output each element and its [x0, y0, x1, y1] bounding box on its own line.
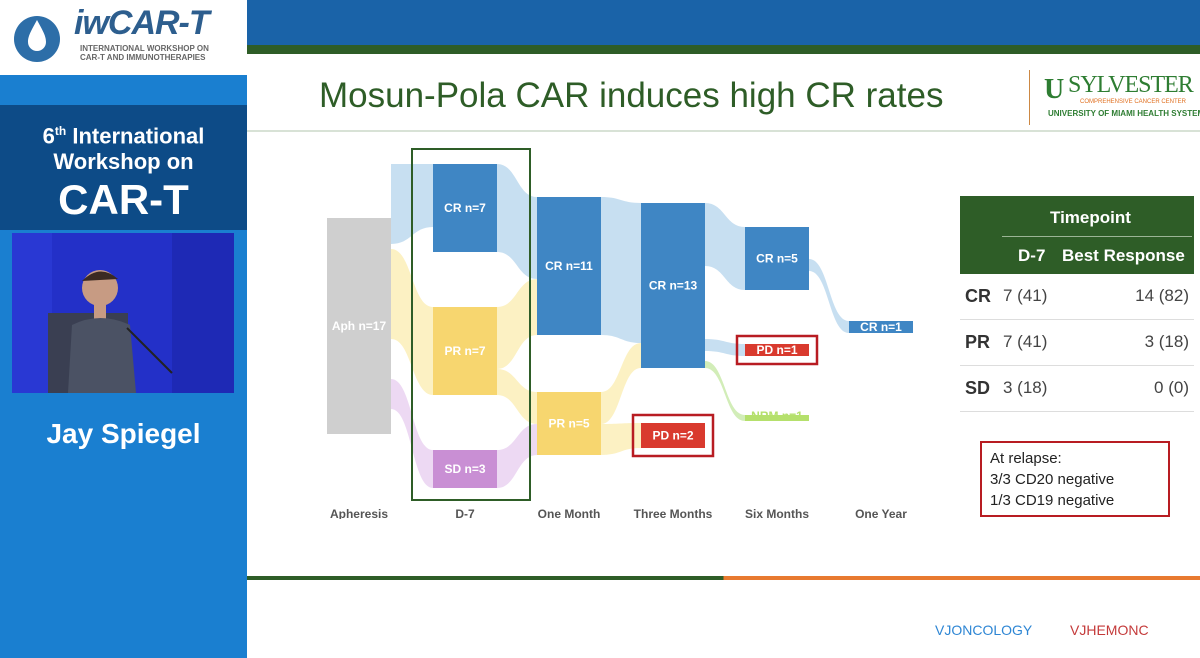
cell-best: 3 (18): [1144, 332, 1189, 351]
event-sidebar: iwCAR-T INTERNATIONAL WORKSHOP ON CAR-T …: [0, 0, 247, 658]
cell-d7: 7 (41): [1003, 286, 1048, 305]
cell-d7: 3 (18): [1003, 378, 1048, 397]
relapse-line: 1/3 CD19 negative: [990, 492, 1115, 509]
sankey-node: [433, 164, 497, 252]
node-label: CR n=1: [860, 320, 902, 334]
relapse-line: At relapse:: [990, 450, 1062, 467]
sankey-node: [433, 450, 497, 488]
sankey-flow: [497, 164, 537, 279]
header-divider: [1002, 236, 1192, 237]
institution-logo: U SYLVESTER COMPREHENSIVE CANCER CENTER …: [1029, 70, 1200, 125]
sankey-node: [641, 203, 705, 368]
sankey-flow: [705, 203, 745, 290]
header-d7: D-7: [1018, 246, 1046, 265]
institution-subtitle: COMPREHENSIVE CANCER CENTER: [1080, 99, 1187, 105]
university-u-icon: U: [1044, 74, 1065, 105]
d7-highlight-frame: [411, 148, 531, 501]
logo-text: iwCAR-T: [74, 4, 210, 42]
relapse-note: At relapse: 3/3 CD20 negative 1/3 CD19 n…: [980, 441, 1170, 517]
timepoint-label: One Month: [538, 507, 601, 519]
node-label: CR n=5: [756, 252, 798, 266]
sankey-flow: [497, 279, 537, 369]
vjhemonc-logo: VJHEMONC: [1070, 622, 1149, 638]
institution-university: UNIVERSITY OF MIAMI HEALTH SYSTEM: [1048, 109, 1200, 118]
sankey-flow: [601, 343, 641, 424]
timepoint-label: Apheresis: [330, 507, 388, 519]
node-label: NRM n=1: [751, 409, 803, 423]
pd-highlight-box: [735, 334, 819, 366]
timepoint-label: D-7: [455, 507, 475, 519]
institution-name: SYLVESTER: [1068, 72, 1194, 98]
table-row: SD 3 (18) 0 (0): [960, 366, 1194, 412]
timepoint-label: One Year: [855, 507, 907, 519]
header-best-response: Best Response: [1062, 246, 1185, 265]
workshop-banner: [0, 105, 247, 230]
sankey-node: [537, 392, 601, 455]
event-logo: iwCAR-T INTERNATIONAL WORKSHOP ON CAR-T …: [0, 0, 247, 75]
speaker-name: Jay Spiegel: [46, 418, 201, 449]
pd-highlight-box: [631, 413, 715, 458]
workshop-name: CAR-T: [58, 176, 189, 223]
sankey-node: [745, 415, 809, 421]
sankey-flow: [497, 424, 537, 488]
footer: VJONCOLOGY VJHEMONC: [247, 580, 1200, 658]
sankey-flow: [705, 339, 745, 356]
cell-best: 0 (0): [1154, 378, 1189, 397]
node-label: CR n=7: [444, 201, 486, 215]
slide: Mosun-Pola CAR induces high CR rates U S…: [247, 45, 1200, 589]
sankey-flow: [601, 197, 641, 343]
water-drop-logo-icon: [14, 16, 60, 62]
cell-d7: 7 (41): [1003, 332, 1048, 351]
node-label: PR n=7: [444, 344, 485, 358]
table-header: Timepoint D-7 Best Response: [960, 196, 1194, 274]
sankey-node: [327, 218, 391, 434]
slide-title: Mosun-Pola CAR induces high CR rates: [319, 76, 944, 115]
table-row: CR 7 (41) 14 (82): [960, 274, 1194, 320]
node-label: PR n=5: [548, 417, 589, 431]
sankey-node: [849, 321, 913, 333]
timepoint-label: Six Months: [745, 507, 809, 519]
node-label: CR n=13: [649, 279, 698, 293]
node-label: PD n=1: [756, 343, 797, 357]
sankey-flow: [809, 259, 849, 333]
sankey-node: [433, 307, 497, 395]
node-label: CR n=11: [545, 259, 593, 273]
logo-subtitle: INTERNATIONAL WORKSHOP ON: [80, 44, 209, 53]
sankey-flow: [497, 369, 537, 424]
cell-best: 14 (82): [1135, 286, 1189, 305]
header-timepoint: Timepoint: [1050, 208, 1131, 227]
sankey-flow: [705, 361, 745, 421]
row-label: CR: [965, 286, 991, 306]
node-label: Aph n=17: [332, 319, 387, 333]
table-row: PR 7 (41) 3 (18): [960, 320, 1194, 366]
sankey-node: [745, 344, 809, 356]
sankey-node: [537, 197, 601, 335]
sankey-chart: Aph n=17 CR n=7 PR n=7 SD n=3 CR n=11 PR n=5 C…: [327, 148, 913, 519]
sankey-node: [641, 423, 705, 448]
sankey-node: [745, 227, 809, 290]
logo-subtitle: CAR-T AND IMMUNOTHERAPIES: [80, 53, 206, 62]
title-divider: [247, 130, 1200, 132]
node-label: SD n=3: [444, 462, 485, 476]
node-label: PD n=2: [652, 429, 693, 443]
workshop-title: 6th International Workshop on: [42, 123, 205, 175]
row-label: SD: [965, 378, 991, 398]
speaker-video: [12, 233, 234, 393]
vjoncology-logo: VJONCOLOGY: [935, 622, 1033, 638]
relapse-line: 3/3 CD20 negative: [990, 471, 1115, 488]
sankey-flow: [601, 423, 641, 455]
timepoint-label: Three Months: [634, 507, 713, 519]
top-band: [247, 0, 1200, 45]
row-label: PR: [965, 332, 991, 352]
response-table: Timepoint D-7 Best Response CR 7 (41) 14…: [960, 196, 1194, 412]
